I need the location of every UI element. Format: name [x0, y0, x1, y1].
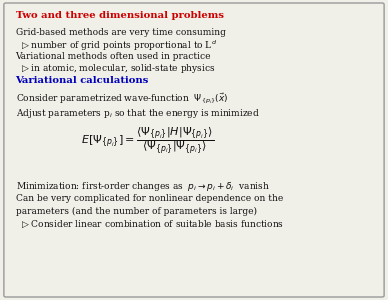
Text: $\triangleright$ number of grid points proportional to L$^d$: $\triangleright$ number of grid points p…: [21, 38, 217, 52]
Text: Can be very complicated for nonlinear dependence on the: Can be very complicated for nonlinear de…: [16, 194, 283, 203]
Text: Variational methods often used in practice: Variational methods often used in practi…: [16, 52, 211, 61]
Text: Variational calculations: Variational calculations: [16, 76, 149, 85]
Text: $\triangleright$ Consider linear combination of suitable basis functions: $\triangleright$ Consider linear combina…: [21, 219, 284, 230]
Text: Consider parametrized wave-function  $\Psi_{\{p_i\}}(\vec{x})$: Consider parametrized wave-function $\Ps…: [16, 92, 228, 106]
Text: parameters (and the number of parameters is large): parameters (and the number of parameters…: [16, 207, 256, 216]
Text: Adjust parameters p$_i$ so that the energy is minimized: Adjust parameters p$_i$ so that the ener…: [16, 106, 259, 119]
Text: $E[\Psi_{\{p_i\}}] = \dfrac{\langle\Psi_{\{p_i\}}|H|\Psi_{\{p_i\}}\rangle}{\lang: $E[\Psi_{\{p_i\}}] = \dfrac{\langle\Psi_…: [81, 125, 214, 157]
Text: Two and three dimensional problems: Two and three dimensional problems: [16, 11, 223, 20]
Text: Grid-based methods are very time consuming: Grid-based methods are very time consumi…: [16, 28, 225, 37]
Text: Minimization: first-order changes as  $p_i \rightarrow p_i + \delta_i$  vanish: Minimization: first-order changes as $p_…: [16, 180, 270, 193]
Text: $\triangleright$ in atomic, molecular, solid-state physics: $\triangleright$ in atomic, molecular, s…: [21, 62, 216, 75]
FancyBboxPatch shape: [4, 3, 384, 297]
